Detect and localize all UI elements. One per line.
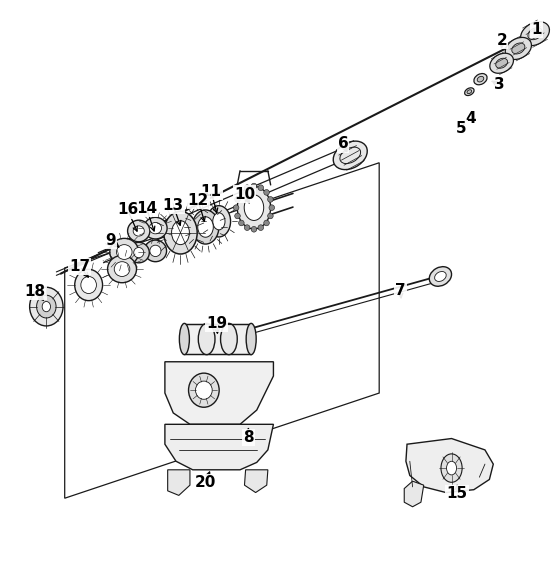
Ellipse shape xyxy=(207,206,230,237)
Ellipse shape xyxy=(75,270,103,300)
Ellipse shape xyxy=(81,276,97,294)
Ellipse shape xyxy=(144,217,167,239)
Text: 18: 18 xyxy=(25,284,46,299)
Ellipse shape xyxy=(114,262,130,276)
Text: 2: 2 xyxy=(496,33,507,48)
Circle shape xyxy=(268,197,273,202)
Text: 8: 8 xyxy=(243,430,254,445)
Ellipse shape xyxy=(505,38,531,59)
Ellipse shape xyxy=(512,43,525,54)
Text: 1: 1 xyxy=(531,22,542,36)
Polygon shape xyxy=(165,362,273,424)
Ellipse shape xyxy=(145,240,167,262)
Circle shape xyxy=(239,220,244,226)
Circle shape xyxy=(244,225,250,230)
Ellipse shape xyxy=(30,287,63,326)
Ellipse shape xyxy=(108,255,137,283)
Circle shape xyxy=(239,190,244,196)
FancyBboxPatch shape xyxy=(184,324,251,355)
Polygon shape xyxy=(167,470,190,495)
Circle shape xyxy=(235,213,240,219)
Ellipse shape xyxy=(195,381,212,400)
Text: 19: 19 xyxy=(206,316,227,331)
Circle shape xyxy=(258,185,263,190)
Ellipse shape xyxy=(198,217,213,237)
Ellipse shape xyxy=(198,323,215,355)
Circle shape xyxy=(251,226,257,232)
Text: 12: 12 xyxy=(187,193,209,209)
Ellipse shape xyxy=(441,454,462,482)
Text: 16: 16 xyxy=(117,202,138,217)
Text: 17: 17 xyxy=(69,259,90,274)
Ellipse shape xyxy=(150,222,162,234)
Polygon shape xyxy=(406,438,493,492)
Polygon shape xyxy=(404,481,424,507)
Ellipse shape xyxy=(244,195,264,221)
Text: 20: 20 xyxy=(195,475,216,490)
Ellipse shape xyxy=(490,53,513,74)
Circle shape xyxy=(251,183,257,189)
Text: 3: 3 xyxy=(493,78,504,92)
Text: 15: 15 xyxy=(446,486,468,501)
Ellipse shape xyxy=(128,242,150,263)
Circle shape xyxy=(244,185,250,190)
Ellipse shape xyxy=(496,58,508,68)
Ellipse shape xyxy=(446,461,456,475)
Text: 7: 7 xyxy=(395,283,406,298)
Text: 13: 13 xyxy=(163,198,184,213)
Text: 6: 6 xyxy=(338,136,348,152)
Ellipse shape xyxy=(150,245,161,256)
Text: 11: 11 xyxy=(200,184,222,199)
Ellipse shape xyxy=(429,267,451,286)
Circle shape xyxy=(264,190,270,196)
Text: 9: 9 xyxy=(105,233,116,248)
Ellipse shape xyxy=(477,76,484,82)
Circle shape xyxy=(268,213,273,219)
Circle shape xyxy=(258,225,263,230)
Polygon shape xyxy=(165,424,273,470)
Ellipse shape xyxy=(528,28,542,40)
Ellipse shape xyxy=(333,141,367,170)
Ellipse shape xyxy=(220,323,237,355)
Ellipse shape xyxy=(435,271,446,282)
Ellipse shape xyxy=(179,323,189,355)
Ellipse shape xyxy=(521,22,550,46)
Polygon shape xyxy=(244,470,268,492)
Text: 5: 5 xyxy=(456,121,467,136)
Ellipse shape xyxy=(192,210,219,244)
Ellipse shape xyxy=(42,302,51,312)
Ellipse shape xyxy=(246,323,256,355)
Ellipse shape xyxy=(213,213,225,230)
Ellipse shape xyxy=(474,74,487,85)
Text: 14: 14 xyxy=(136,201,157,215)
Ellipse shape xyxy=(37,295,56,318)
Ellipse shape xyxy=(110,238,139,266)
Circle shape xyxy=(235,197,240,202)
Circle shape xyxy=(269,205,275,210)
Text: 10: 10 xyxy=(234,186,255,202)
Ellipse shape xyxy=(171,221,189,245)
Polygon shape xyxy=(65,163,379,498)
Ellipse shape xyxy=(467,89,472,93)
Ellipse shape xyxy=(164,211,197,254)
Ellipse shape xyxy=(134,247,144,258)
Ellipse shape xyxy=(465,88,474,96)
Ellipse shape xyxy=(128,220,150,242)
Text: 4: 4 xyxy=(466,111,477,126)
Ellipse shape xyxy=(117,245,132,259)
Circle shape xyxy=(233,205,239,210)
Ellipse shape xyxy=(189,373,219,407)
Circle shape xyxy=(264,220,270,226)
Ellipse shape xyxy=(133,226,145,236)
Ellipse shape xyxy=(237,186,271,229)
